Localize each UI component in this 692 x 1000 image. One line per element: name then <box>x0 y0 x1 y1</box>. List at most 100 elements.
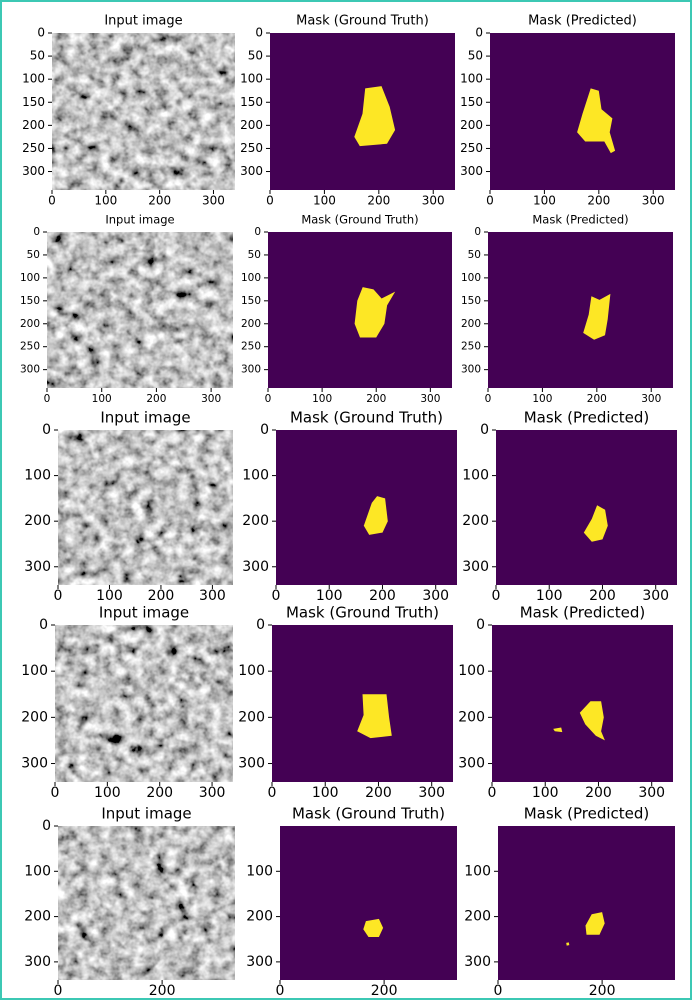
panel-title: Mask (Predicted) <box>520 604 646 622</box>
x-tick-label: 100 <box>94 194 117 208</box>
x-tick-label: 0 <box>44 393 51 405</box>
x-tick-label: 200 <box>366 393 386 405</box>
mask-region <box>583 505 608 542</box>
x-tick-label: 100 <box>532 785 559 801</box>
y-tick-label: 0 <box>256 617 265 633</box>
y-tick-label: 250 <box>460 141 483 155</box>
y-tick-label: 300 <box>242 559 269 575</box>
mask-region <box>357 694 392 739</box>
x-tick-label: 300 <box>202 194 225 208</box>
y-tick-label: 0 <box>42 422 51 438</box>
y-tick-label: 0 <box>37 26 45 40</box>
y-tick-label: 200 <box>24 513 51 529</box>
y-tick-label: 0 <box>33 226 40 238</box>
x-tick-label: 100 <box>316 588 343 604</box>
x-tick-label: 200 <box>148 194 171 208</box>
y-tick-label: 0 <box>254 226 261 238</box>
x-tick-label: 100 <box>313 194 336 208</box>
y-tick-label: 0 <box>39 617 48 633</box>
y-tick-label: 200 <box>238 709 265 725</box>
mask-background <box>498 826 675 980</box>
panel: Input image 0 100 200 300 0 50 100 150 200 250 300 <box>20 213 233 405</box>
y-tick-label: 50 <box>27 249 40 261</box>
x-tick-label: 200 <box>587 393 607 405</box>
x-tick-label: 100 <box>532 393 552 405</box>
mask-background <box>496 430 677 585</box>
y-tick-label: 0 <box>255 26 263 40</box>
x-tick-label: 200 <box>148 588 175 604</box>
x-tick-label: 200 <box>589 588 616 604</box>
y-tick-label: 150 <box>22 95 45 109</box>
x-tick-label: 0 <box>494 983 503 999</box>
y-tick-label: 250 <box>461 341 481 353</box>
x-tick-label: 200 <box>146 785 173 801</box>
y-tick-label: 300 <box>238 756 265 772</box>
y-tick-label: 100 <box>20 272 40 284</box>
x-tick-label: 0 <box>272 588 281 604</box>
mask-region <box>579 701 605 741</box>
y-tick-label: 150 <box>20 295 40 307</box>
mask-background <box>276 430 457 585</box>
x-tick-label: 200 <box>146 393 166 405</box>
mask-region <box>566 942 570 946</box>
y-tick-label: 200 <box>24 909 51 925</box>
mask-background <box>488 232 673 388</box>
x-tick-label: 300 <box>642 194 665 208</box>
panel: Mask (Ground Truth) 0 200 100 200 300 <box>246 805 457 999</box>
x-tick-label: 100 <box>312 785 339 801</box>
panel: Mask (Ground Truth) 0 100 200 300 0 50 100 150 20… <box>241 213 452 405</box>
y-tick-label: 0 <box>474 226 481 238</box>
y-tick-label: 300 <box>20 364 40 376</box>
x-tick-label: 0 <box>492 588 501 604</box>
x-tick-label: 300 <box>642 588 669 604</box>
y-tick-label: 100 <box>462 468 489 484</box>
mask-region <box>585 912 605 935</box>
mask-background <box>280 826 457 980</box>
x-tick-label: 0 <box>48 194 56 208</box>
x-tick-label: 300 <box>422 194 445 208</box>
x-tick-label: 300 <box>199 785 226 801</box>
y-tick-label: 200 <box>20 318 40 330</box>
y-tick-label: 300 <box>24 954 51 970</box>
mask-region <box>363 918 384 937</box>
x-tick-label: 300 <box>420 393 440 405</box>
x-tick-label: 100 <box>92 393 112 405</box>
y-tick-label: 300 <box>464 954 491 970</box>
panel-title: Mask (Ground Truth) <box>290 409 443 427</box>
y-tick-label: 100 <box>461 272 481 284</box>
x-tick-label: 200 <box>587 194 610 208</box>
panel-title: Mask (Predicted) <box>524 805 650 823</box>
x-tick-label: 0 <box>486 194 494 208</box>
x-tick-label: 300 <box>641 393 661 405</box>
y-tick-label: 50 <box>248 49 263 63</box>
y-tick-label: 100 <box>238 663 265 679</box>
y-tick-label: 0 <box>476 617 485 633</box>
y-tick-label: 0 <box>42 818 51 834</box>
y-tick-label: 200 <box>240 118 263 132</box>
panel-title: Input image <box>104 14 182 29</box>
x-tick-label: 200 <box>585 785 612 801</box>
y-tick-label: 50 <box>468 49 483 63</box>
y-tick-label: 300 <box>21 756 48 772</box>
panel: Input image 0 100 200 300 0 50 100 150 200 250 300 <box>22 14 235 208</box>
y-tick-label: 100 <box>22 72 45 86</box>
mask-region <box>553 727 563 733</box>
y-tick-label: 100 <box>242 468 269 484</box>
x-tick-label: 0 <box>488 785 497 801</box>
y-tick-label: 300 <box>462 559 489 575</box>
panel-title: Mask (Predicted) <box>524 409 650 427</box>
image-texture <box>55 625 233 782</box>
x-tick-label: 300 <box>201 393 221 405</box>
y-tick-label: 250 <box>22 141 45 155</box>
x-tick-label: 200 <box>367 194 390 208</box>
mask-background <box>272 625 453 782</box>
panel-title: Mask (Predicted) <box>532 213 628 227</box>
y-tick-label: 300 <box>460 164 483 178</box>
panel-title: Mask (Ground Truth) <box>301 213 418 227</box>
